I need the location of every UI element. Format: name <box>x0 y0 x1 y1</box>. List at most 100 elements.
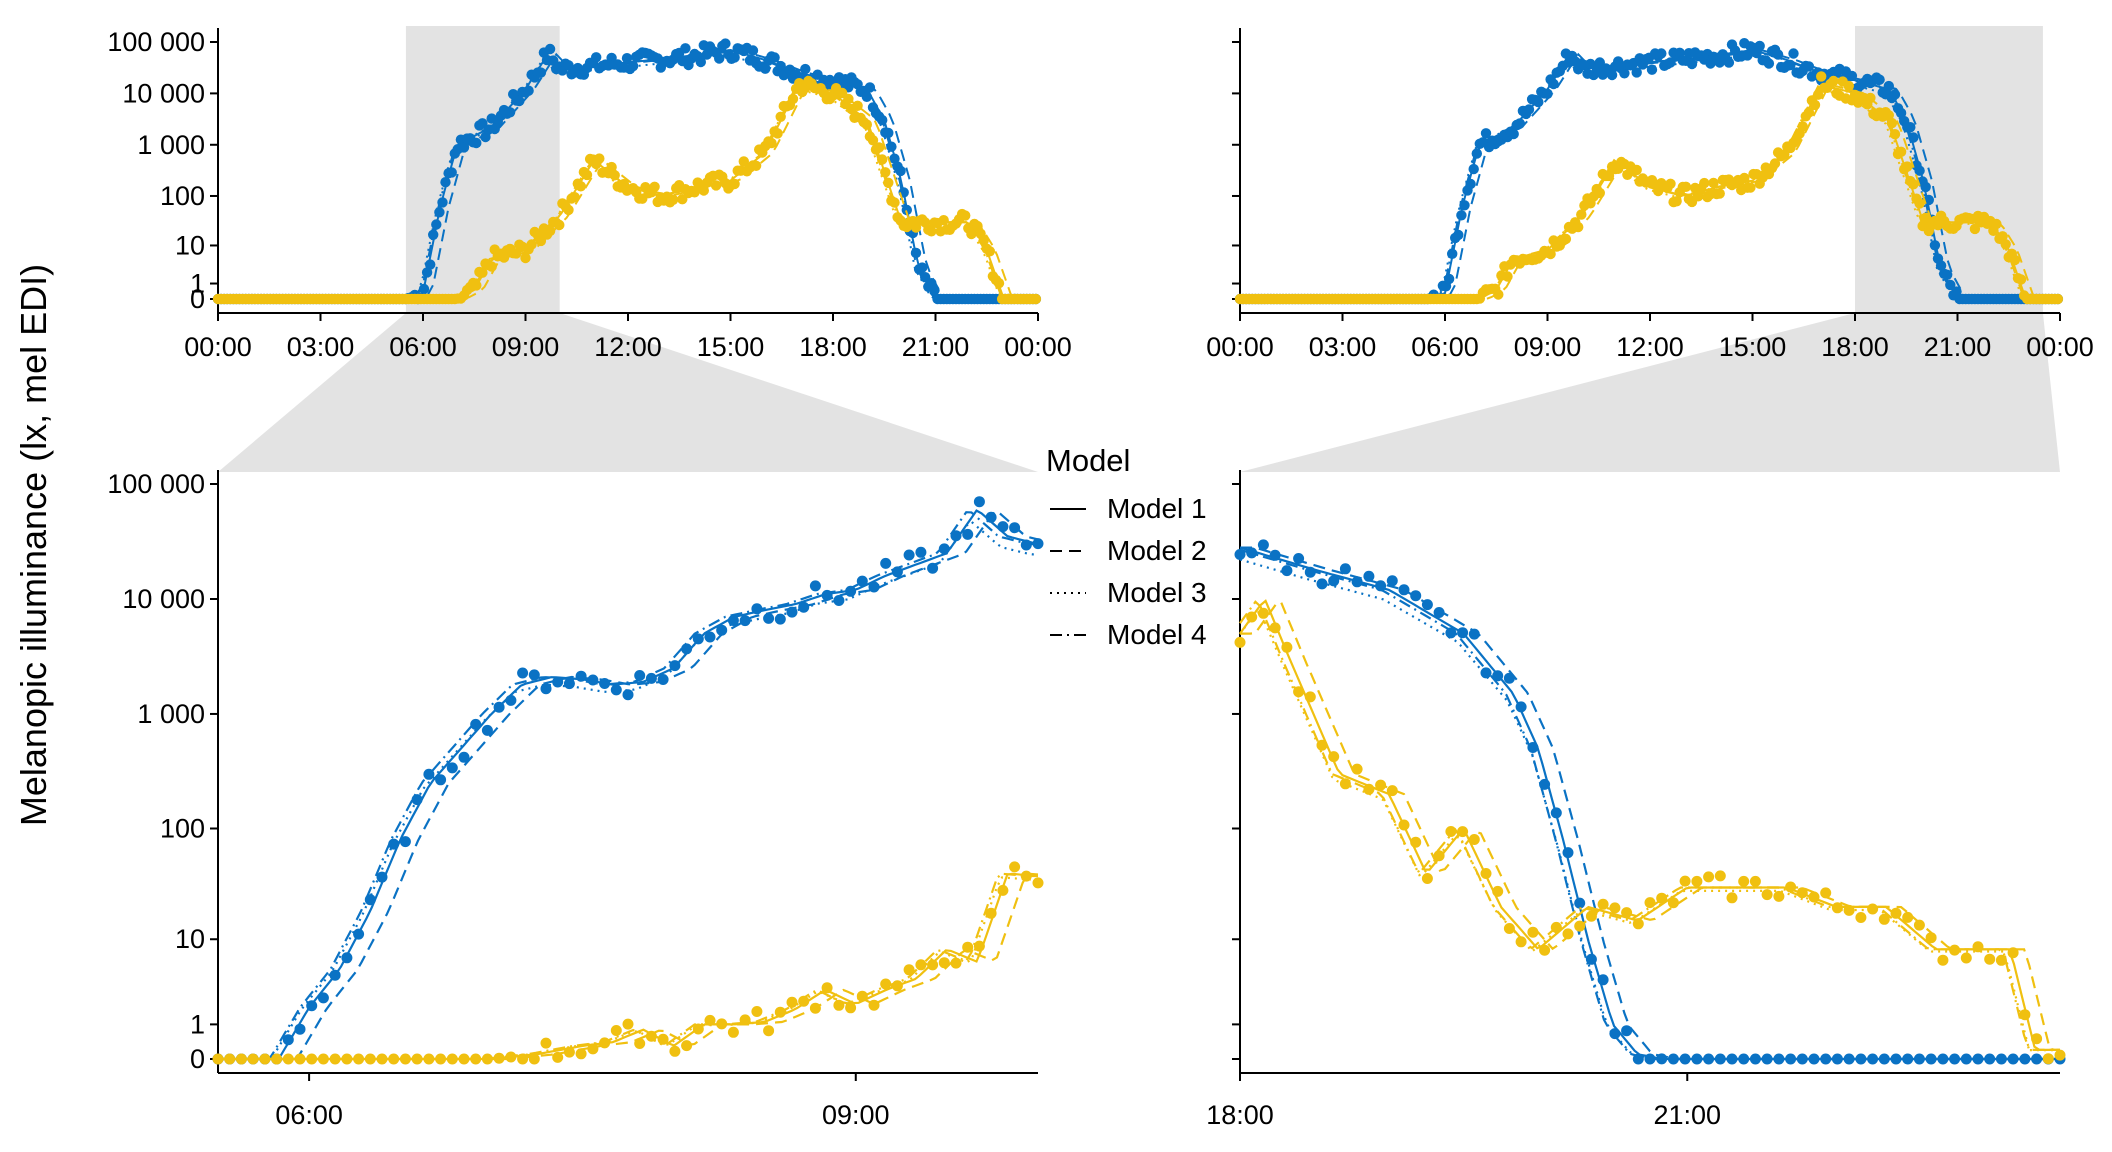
data-point <box>282 1053 294 1065</box>
data-point <box>1788 48 1799 59</box>
data-point <box>2019 1009 2031 1021</box>
data-point <box>594 153 605 164</box>
data-point <box>1515 701 1527 713</box>
data-point <box>1945 279 1956 291</box>
data-point <box>1562 847 1574 859</box>
data-point <box>739 1014 751 1026</box>
data-point <box>622 1018 634 1030</box>
data-point <box>1527 926 1539 938</box>
data-point <box>649 181 660 192</box>
data-point <box>667 194 679 205</box>
data-point <box>917 262 928 273</box>
series-blue <box>212 496 1044 1065</box>
data-point <box>431 219 442 230</box>
data-point <box>411 794 423 806</box>
data-point <box>446 762 458 774</box>
data-point <box>821 982 833 994</box>
data-point <box>1508 128 1519 140</box>
data-point <box>1548 78 1559 90</box>
data-point <box>727 1026 739 1038</box>
x-tick-label: 18:00 <box>799 332 867 362</box>
data-point <box>997 521 1009 533</box>
model-curve-2 <box>1240 546 2060 1061</box>
data-point <box>364 894 376 906</box>
data-point <box>471 280 482 291</box>
data-point <box>1020 539 1032 551</box>
data-point <box>1969 223 1981 235</box>
data-point <box>1890 1053 1902 1065</box>
model-curve-4 <box>218 511 1038 1061</box>
data-point <box>1468 163 1479 175</box>
data-point <box>1480 667 1492 679</box>
data-point <box>599 678 611 689</box>
data-point <box>880 167 891 178</box>
data-point <box>1410 836 1422 848</box>
data-point <box>774 1006 786 1018</box>
data-point <box>212 1053 224 1065</box>
data-point <box>353 1053 365 1065</box>
data-point <box>714 53 725 64</box>
data-point <box>867 135 879 146</box>
data-point <box>1632 918 1644 930</box>
data-point <box>364 1053 376 1065</box>
data-point <box>698 185 709 196</box>
data-point <box>1785 59 1796 71</box>
data-point <box>621 53 633 64</box>
model-curve-2 <box>218 509 1039 1061</box>
data-point <box>962 941 974 953</box>
data-point <box>864 82 876 93</box>
data-point <box>1433 607 1445 618</box>
data-point <box>528 669 540 681</box>
data-point <box>1997 231 2008 242</box>
data-point <box>861 119 872 130</box>
x-tick-label: 12:00 <box>594 332 662 362</box>
data-point <box>575 670 587 682</box>
data-point <box>1942 269 1953 280</box>
data-point <box>680 43 691 54</box>
data-point <box>645 1030 657 1042</box>
data-point <box>739 615 751 627</box>
data-point <box>786 996 798 1008</box>
data-point <box>1560 233 1572 245</box>
data-point <box>435 1053 447 1065</box>
data-point <box>1855 912 1867 923</box>
y-tick-label: 10 <box>175 230 205 260</box>
data-point <box>692 633 704 645</box>
data-point <box>1009 861 1021 873</box>
data-point <box>856 575 868 587</box>
data-point <box>563 678 575 690</box>
data-point <box>720 38 731 49</box>
data-point <box>868 999 880 1011</box>
data-point <box>552 1051 564 1063</box>
data-point <box>845 585 857 597</box>
data-point <box>554 219 565 231</box>
data-point <box>1585 910 1597 922</box>
data-point <box>786 606 798 618</box>
data-point <box>763 1025 775 1037</box>
data-point <box>523 85 534 96</box>
data-point <box>634 670 646 681</box>
data-point <box>1246 547 1258 559</box>
data-point <box>271 1053 283 1065</box>
model-curve-4 <box>1239 600 2060 1052</box>
data-point <box>1453 229 1464 241</box>
data-point <box>1816 71 1827 82</box>
data-point <box>1619 68 1630 79</box>
data-point <box>973 940 985 952</box>
data-point <box>1738 1053 1750 1065</box>
model-curve-4 <box>218 49 1038 300</box>
data-point <box>517 1053 529 1065</box>
data-point <box>1597 974 1609 986</box>
data-point <box>599 1037 611 1049</box>
data-point <box>1949 944 1961 956</box>
data-point <box>1843 1053 1855 1065</box>
data-point <box>1445 627 1457 639</box>
data-point <box>657 1033 669 1045</box>
data-point <box>787 93 799 105</box>
data-point <box>1693 191 1704 202</box>
model-curve-2 <box>1240 600 2060 1052</box>
data-point <box>1656 48 1667 59</box>
data-point <box>821 589 833 601</box>
data-point <box>1905 122 1916 133</box>
